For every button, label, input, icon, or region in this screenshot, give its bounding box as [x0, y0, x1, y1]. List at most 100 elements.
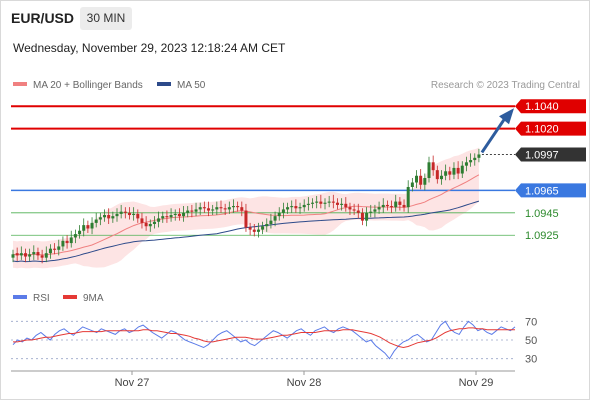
candle-body: [265, 224, 269, 227]
candle-body: [394, 201, 398, 208]
candle-body: [140, 218, 144, 223]
candle-body: [98, 217, 102, 220]
candle-body: [57, 246, 61, 250]
candle-body: [73, 234, 77, 238]
candle-body: [19, 253, 23, 256]
candle-body: [419, 175, 423, 185]
projection-arrow-line: [480, 117, 507, 154]
candle-body: [311, 202, 315, 204]
rsi-tick-50: 50: [525, 335, 537, 347]
candle-body: [90, 222, 94, 229]
candle-body: [11, 254, 15, 258]
candle-body: [23, 253, 27, 257]
candle-body: [86, 225, 90, 229]
ma50-label: MA 50: [177, 80, 206, 91]
candle-body: [460, 165, 464, 174]
candle-body: [103, 215, 107, 218]
candle-body: [215, 207, 219, 210]
x-tick-label-nov-28: Nov 28: [287, 377, 322, 389]
candle-body: [78, 230, 82, 235]
candle-body: [294, 206, 298, 209]
candle-body: [323, 202, 327, 204]
candle-body: [211, 209, 215, 211]
candle-body: [373, 209, 377, 212]
x-tick-label-nov-29: Nov 29: [459, 377, 494, 389]
candle-body: [356, 210, 360, 213]
candle-body: [115, 213, 119, 217]
candle-body: [165, 216, 169, 218]
candle-body: [315, 201, 319, 203]
candle-body: [236, 206, 240, 208]
candle-body: [111, 216, 115, 219]
price-tag-label-1.1040: 1.1040: [525, 101, 559, 113]
candle-body: [194, 209, 198, 212]
candle-body: [94, 219, 98, 223]
candle-body: [65, 240, 69, 244]
support-label-1.0945: 1.0945: [525, 208, 559, 220]
legend-ma50: MA 50: [157, 80, 205, 91]
candle-body: [152, 221, 156, 225]
candle-body: [207, 208, 211, 211]
candle-body: [177, 213, 181, 217]
candle-body: [169, 215, 173, 218]
candle-body: [148, 224, 152, 227]
candle-body: [456, 167, 460, 174]
candle-body: [464, 162, 468, 166]
projection-arrowhead: [499, 108, 514, 125]
candle-body: [202, 207, 206, 209]
candle-body: [390, 206, 394, 208]
candle-body: [352, 209, 356, 211]
candle-body: [261, 226, 265, 230]
price-tag-label-1.0997: 1.0997: [525, 149, 559, 161]
rsi-tick-30: 30: [525, 354, 537, 366]
timeframe-button[interactable]: 30 MIN: [80, 7, 132, 30]
candle-body: [173, 213, 177, 216]
candle-body: [319, 201, 323, 204]
price-tag-1.1020: [515, 121, 586, 136]
candle-body: [252, 229, 256, 232]
candle-body: [406, 186, 410, 208]
candle-body: [331, 201, 335, 203]
candle-body: [219, 207, 223, 209]
candle-body: [123, 211, 127, 213]
candle-body: [277, 212, 281, 217]
candle-body: [273, 216, 277, 221]
legend-9ma: 9MA: [63, 293, 104, 304]
candle-body: [290, 206, 294, 208]
candle-body: [244, 210, 248, 228]
candle-body: [473, 157, 477, 161]
rsi-9ma-line: [13, 327, 515, 349]
candle-body: [223, 208, 227, 210]
candle-body: [381, 204, 385, 208]
candle-body: [306, 203, 310, 205]
candle-body: [415, 175, 419, 183]
rsi-swatch: [13, 295, 27, 300]
candle-body: [269, 220, 273, 225]
price-tag-label-1.0965: 1.0965: [525, 185, 559, 197]
price-tag-1.0997: [515, 147, 586, 162]
candle-body: [82, 225, 86, 231]
candle-body: [61, 240, 65, 247]
timestamp: Wednesday, November 29, 2023 12:18:24 AM…: [13, 41, 286, 55]
candle-body: [369, 211, 373, 213]
candle-body: [69, 237, 73, 244]
candle-body: [36, 252, 40, 256]
candle-body: [444, 171, 448, 176]
candle-body: [410, 182, 414, 187]
candle-body: [448, 171, 452, 175]
candle-body: [398, 201, 402, 205]
rsi-tick-70: 70: [525, 316, 537, 328]
candle-body: [439, 175, 443, 180]
candle-body: [452, 167, 456, 175]
candle-body: [435, 170, 439, 180]
candle-body: [182, 212, 186, 217]
candle-body: [231, 206, 235, 208]
x-tick-label-nov-27: Nov 27: [115, 377, 150, 389]
candle-body: [15, 253, 19, 256]
candle-body: [335, 202, 339, 205]
candle-body: [157, 218, 161, 222]
price-tag-label-1.1020: 1.1020: [525, 124, 559, 136]
credit-text: Research © 2023 Trading Central: [430, 80, 580, 91]
candle-body: [281, 209, 285, 213]
